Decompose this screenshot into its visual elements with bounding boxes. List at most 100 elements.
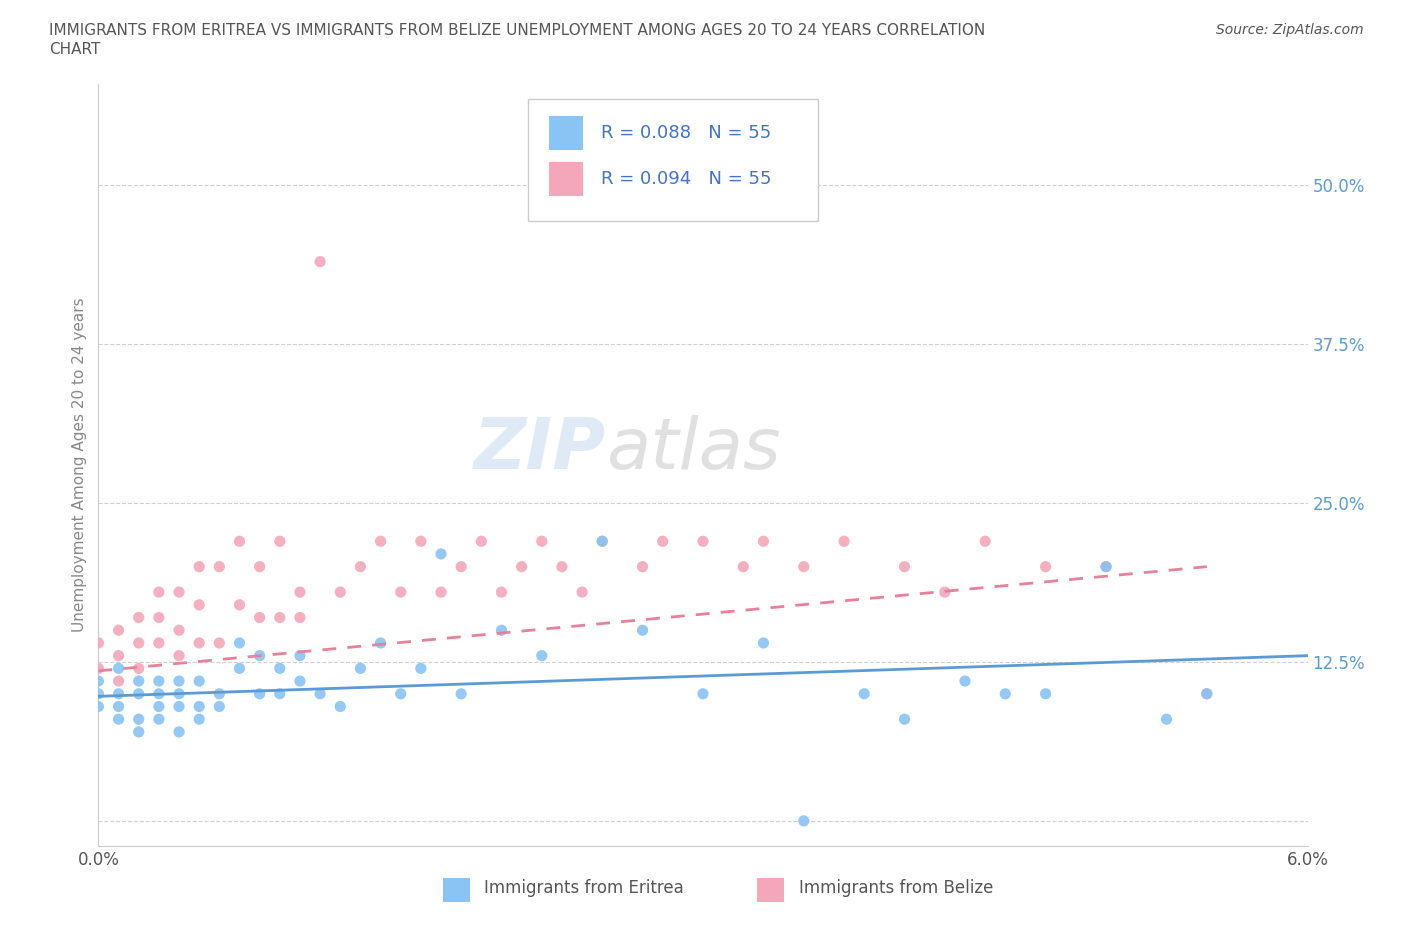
Point [430,547,453,562]
Point [128,610,150,625]
Point [128,661,150,676]
Point [571,585,593,600]
Point [128,673,150,688]
Point [631,559,654,574]
Point [228,635,250,650]
Point [128,724,150,739]
Point [208,635,231,650]
Point [651,534,673,549]
Point [591,534,613,549]
Text: IMMIGRANTS FROM ERITREA VS IMMIGRANTS FROM BELIZE UNEMPLOYMENT AMONG AGES 20 TO : IMMIGRANTS FROM ERITREA VS IMMIGRANTS FR… [49,23,986,38]
Point [269,686,291,701]
Point [188,635,211,650]
Text: CHART: CHART [49,42,101,57]
Point [1095,559,1118,574]
Point [450,686,472,701]
Point [128,635,150,650]
Point [1095,559,1118,574]
Y-axis label: Unemployment Among Ages 20 to 24 years: Unemployment Among Ages 20 to 24 years [72,298,87,632]
Point [228,661,250,676]
Point [208,699,231,714]
FancyBboxPatch shape [550,162,583,196]
Point [733,559,755,574]
Point [148,686,170,701]
Point [288,610,311,625]
Point [530,648,553,663]
Point [249,686,271,701]
Point [228,534,250,549]
Point [450,559,472,574]
Point [1035,686,1057,701]
Point [1156,711,1178,726]
Point [107,661,129,676]
Point [167,699,190,714]
Point [752,635,775,650]
Point [87,699,110,714]
Text: atlas: atlas [606,416,780,485]
Point [692,534,714,549]
Point [167,724,190,739]
Point [167,686,190,701]
FancyBboxPatch shape [443,878,470,902]
Point [188,559,211,574]
Point [107,673,129,688]
Point [148,699,170,714]
Point [107,686,129,701]
Point [832,534,855,549]
Point [269,534,291,549]
Point [510,559,533,574]
Point [953,673,976,688]
Point [269,610,291,625]
Point [349,661,371,676]
Point [631,623,654,638]
Text: Source: ZipAtlas.com: Source: ZipAtlas.com [1216,23,1364,37]
Point [530,534,553,549]
Point [370,534,392,549]
Point [167,648,190,663]
Point [148,673,170,688]
Point [793,559,815,574]
Point [148,585,170,600]
Point [692,686,714,701]
Point [409,661,432,676]
Point [752,534,775,549]
Point [107,623,129,638]
Point [167,623,190,638]
Point [288,648,311,663]
Point [87,673,110,688]
Point [128,686,150,701]
Point [107,699,129,714]
FancyBboxPatch shape [527,99,818,221]
FancyBboxPatch shape [550,116,583,151]
Point [249,610,271,625]
Text: R = 0.088   N = 55: R = 0.088 N = 55 [602,125,772,142]
Point [470,534,492,549]
Point [188,597,211,612]
Point [430,585,453,600]
Point [288,673,311,688]
Text: ZIP: ZIP [474,416,606,485]
Point [591,534,613,549]
Point [329,585,352,600]
Point [409,534,432,549]
Point [107,711,129,726]
Point [893,559,915,574]
Point [188,711,211,726]
Point [107,648,129,663]
FancyBboxPatch shape [758,878,785,902]
Point [288,585,311,600]
Text: R = 0.094   N = 55: R = 0.094 N = 55 [602,170,772,188]
Point [1195,686,1218,701]
Point [87,635,110,650]
Point [893,711,915,726]
Point [228,597,250,612]
Point [148,635,170,650]
Text: Immigrants from Eritrea: Immigrants from Eritrea [484,879,683,897]
Point [551,559,574,574]
Point [974,534,997,549]
Point [853,686,876,701]
Point [188,699,211,714]
Point [491,623,513,638]
Point [389,585,412,600]
Point [188,673,211,688]
